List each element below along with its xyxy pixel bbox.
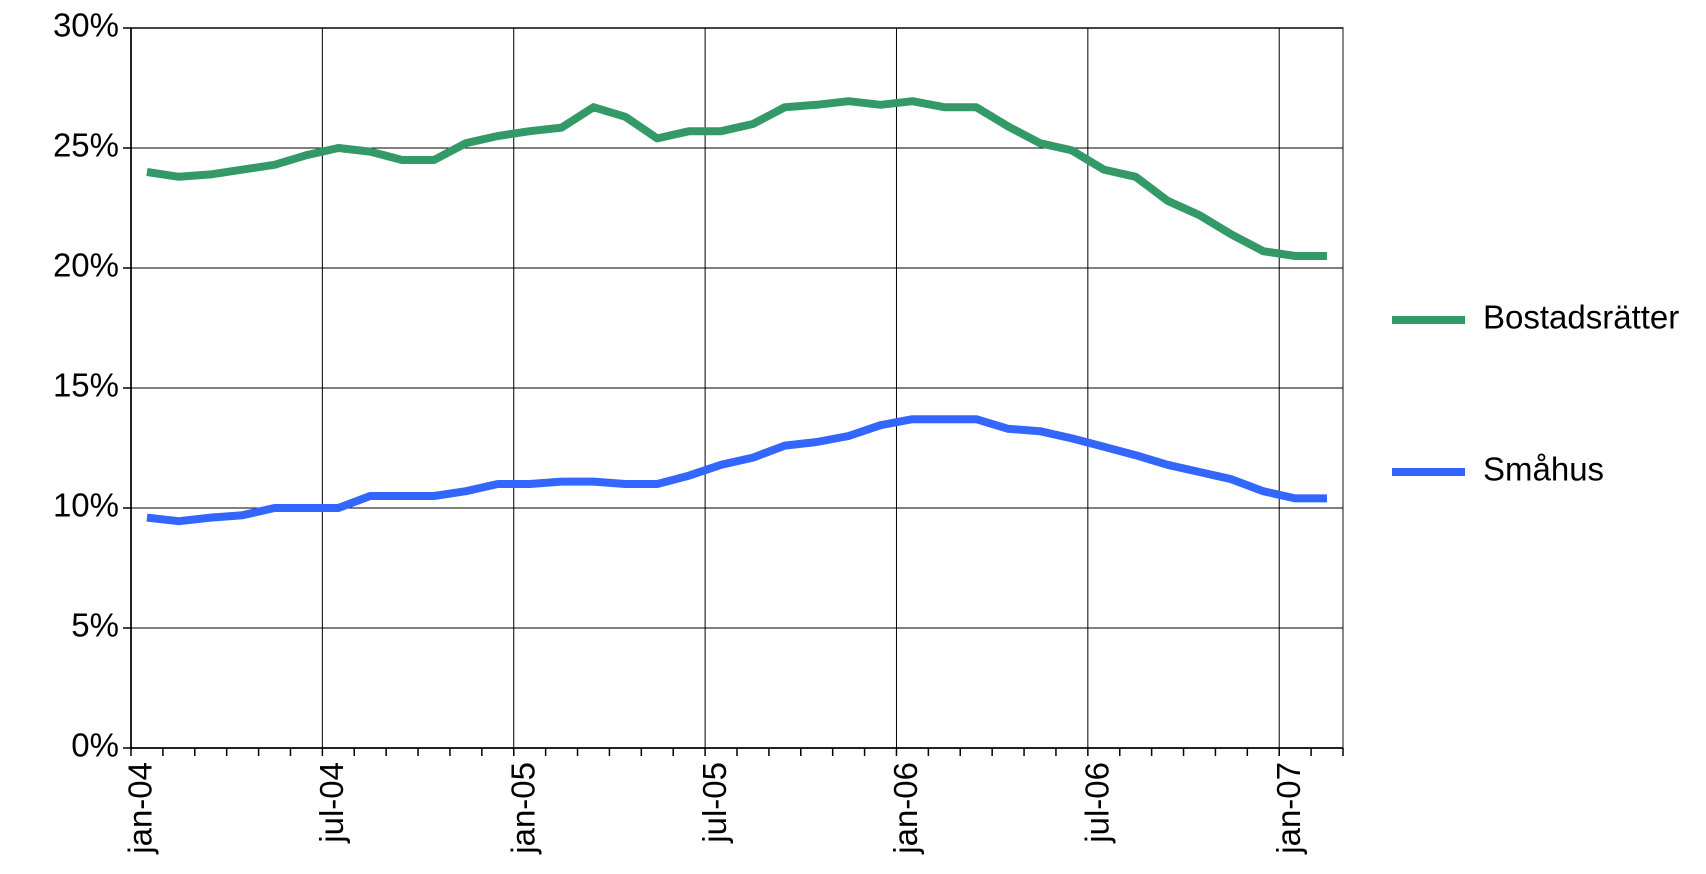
y-tick-label: 0% [71,727,119,764]
y-tick-label: 10% [53,487,119,524]
legend-label: Småhus [1483,451,1604,488]
series-line [146,97,1328,260]
x-tick-label: jan-04 [122,762,159,855]
x-tick-label: jul-06 [1079,762,1116,844]
x-tick-label: jan-07 [1270,762,1307,855]
y-tick-label: 20% [53,247,119,284]
series-line [146,415,1328,526]
y-tick-label: 15% [53,367,119,404]
x-tick-label: jan-06 [887,762,924,855]
y-tick-label: 30% [53,7,119,44]
x-tick-label: jul-05 [696,762,733,844]
x-tick-label: jul-04 [313,762,350,844]
legend-label: Bostadsrätter [1483,299,1679,336]
y-tick-label: 25% [53,127,119,164]
x-tick-label: jan-05 [504,762,541,855]
y-tick-label: 5% [71,607,119,644]
